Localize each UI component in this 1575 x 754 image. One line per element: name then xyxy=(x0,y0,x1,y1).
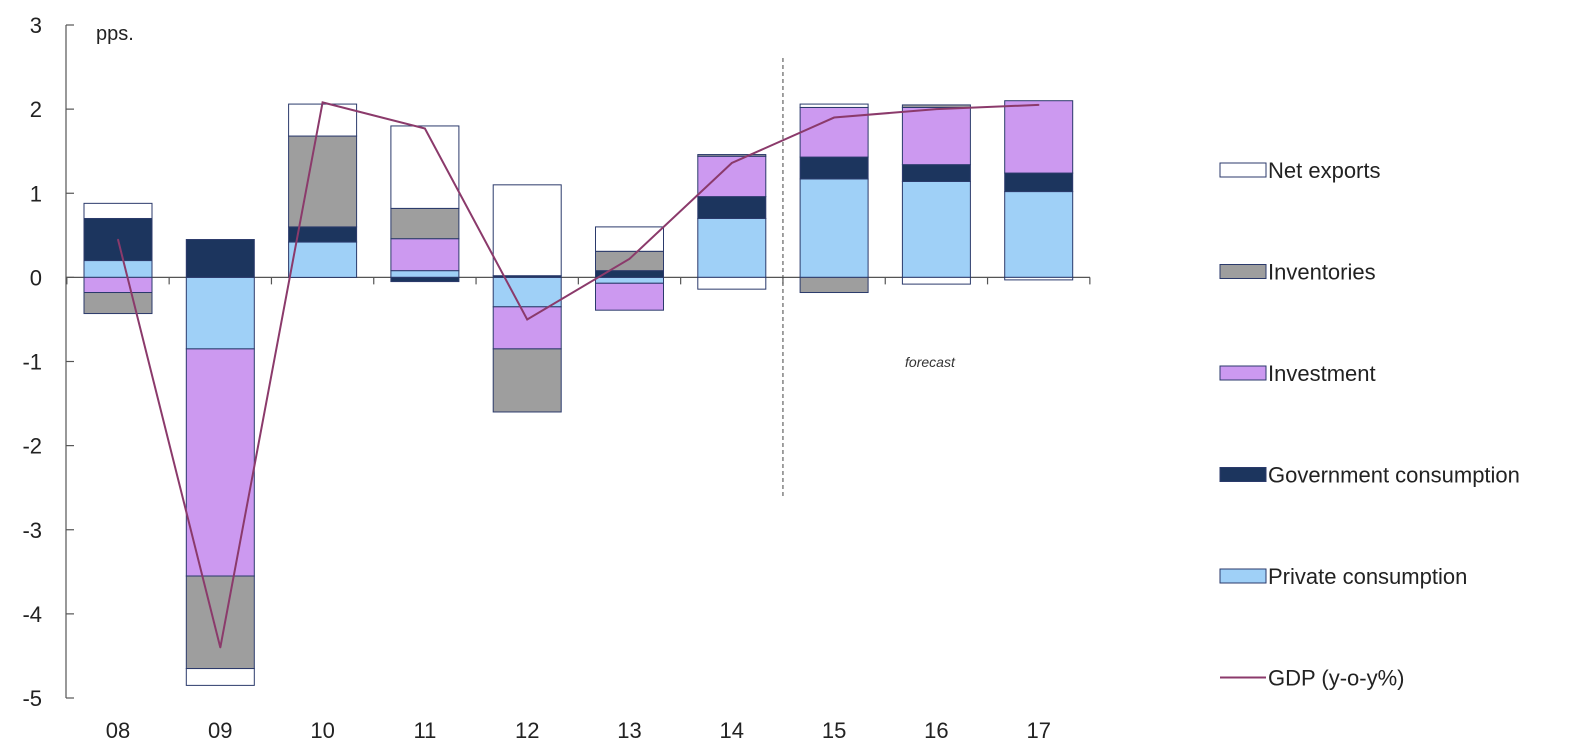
bar-segment xyxy=(390,238,460,272)
bar-segment xyxy=(492,306,562,350)
bar-segment xyxy=(492,348,562,413)
bar-segment xyxy=(901,164,971,182)
x-tick-label: 15 xyxy=(822,718,846,743)
bar-segment xyxy=(288,135,358,228)
bar-segment xyxy=(697,217,767,278)
legend: Net exports Inventories Investment Governme… xyxy=(1219,158,1520,691)
gdp-point xyxy=(628,258,631,260)
bar-segment xyxy=(288,241,358,278)
bar-segment xyxy=(901,276,971,285)
bar-segment xyxy=(901,180,971,278)
bar-segment xyxy=(901,106,971,166)
gdp-point xyxy=(1037,104,1040,106)
legend-swatch xyxy=(1219,467,1267,482)
y-tick-label: -1 xyxy=(22,350,42,375)
y-tick-label: 2 xyxy=(30,97,42,122)
unit-label: pps. xyxy=(96,23,134,45)
bar-segment xyxy=(595,250,664,272)
bar-segment xyxy=(185,239,255,278)
bar-segment xyxy=(697,196,767,219)
legend-swatch xyxy=(1219,264,1267,279)
line-layer xyxy=(117,101,1040,649)
y-tick-label: 3 xyxy=(30,13,42,38)
bar-segment xyxy=(390,270,460,278)
y-tick-label: -5 xyxy=(22,686,42,711)
gdp-point xyxy=(526,318,528,321)
gdp-point xyxy=(833,116,835,119)
legend-label: Investment xyxy=(1268,361,1376,386)
bar-segment xyxy=(390,125,460,209)
x-tick-label: 09 xyxy=(208,718,232,743)
legend-label: Inventories xyxy=(1268,260,1376,285)
bar-segment xyxy=(697,154,767,157)
legend-label: GDP (y-o-y%) xyxy=(1268,666,1405,691)
y-tick-label: 0 xyxy=(30,265,42,290)
gdp-point xyxy=(117,238,119,241)
bar-segment xyxy=(1004,172,1074,193)
bar-segment xyxy=(1004,276,1074,281)
y-tick-label: 1 xyxy=(30,181,42,206)
bar-segment xyxy=(595,282,664,311)
gdp-point xyxy=(321,101,324,104)
x-tick-label: 11 xyxy=(413,718,436,743)
bar-segment xyxy=(185,668,255,686)
bar-segment xyxy=(83,276,153,294)
x-tick-label: 17 xyxy=(1026,718,1050,743)
bar-segment xyxy=(185,575,255,670)
legend-label: Government consumption xyxy=(1268,463,1520,488)
gdp-line xyxy=(117,101,1039,648)
bar-segment xyxy=(799,178,869,278)
legend-swatch xyxy=(1219,365,1267,381)
x-tick-label: 13 xyxy=(617,718,641,743)
bar-segment xyxy=(1004,100,1074,174)
bar-segment xyxy=(1004,191,1074,278)
x-tick-label: 08 xyxy=(106,718,130,743)
x-tick-label: 14 xyxy=(720,718,744,743)
bar-segment xyxy=(697,276,767,290)
legend-swatch xyxy=(1219,568,1267,584)
y-tick-label: -2 xyxy=(22,434,42,459)
gdp-point xyxy=(219,646,222,649)
legend-label: Net exports xyxy=(1268,158,1381,183)
bar-segment xyxy=(288,103,358,137)
bar-segment xyxy=(799,103,869,108)
y-tick-label: -4 xyxy=(22,602,42,627)
bar-segment xyxy=(390,276,460,283)
bar-segment xyxy=(901,104,971,108)
gdp-point xyxy=(424,127,426,130)
legend-swatch xyxy=(1219,162,1267,178)
bar-segment xyxy=(799,156,869,180)
bar-segment xyxy=(492,276,562,308)
x-tick-label: 12 xyxy=(515,718,539,743)
bar-segment xyxy=(595,226,664,252)
bar-segment xyxy=(390,207,460,240)
x-tick-label: 10 xyxy=(310,718,334,743)
bar-segment xyxy=(799,276,869,294)
bar-segment xyxy=(595,276,664,284)
bar-segment xyxy=(83,260,153,278)
bar-segment xyxy=(492,184,562,277)
bar-segment xyxy=(185,276,255,350)
bar-segment xyxy=(83,292,153,315)
y-tick-label: -3 xyxy=(22,518,42,543)
x-tick-label: 16 xyxy=(924,718,948,743)
bar-segment xyxy=(185,348,255,577)
legend-label: Private consumption xyxy=(1268,564,1467,589)
gdp-point xyxy=(935,108,938,110)
bars-layer xyxy=(83,100,1074,686)
bar-segment xyxy=(83,202,153,219)
forecast-annotation: forecast xyxy=(905,354,956,370)
gdp-point xyxy=(731,162,733,164)
